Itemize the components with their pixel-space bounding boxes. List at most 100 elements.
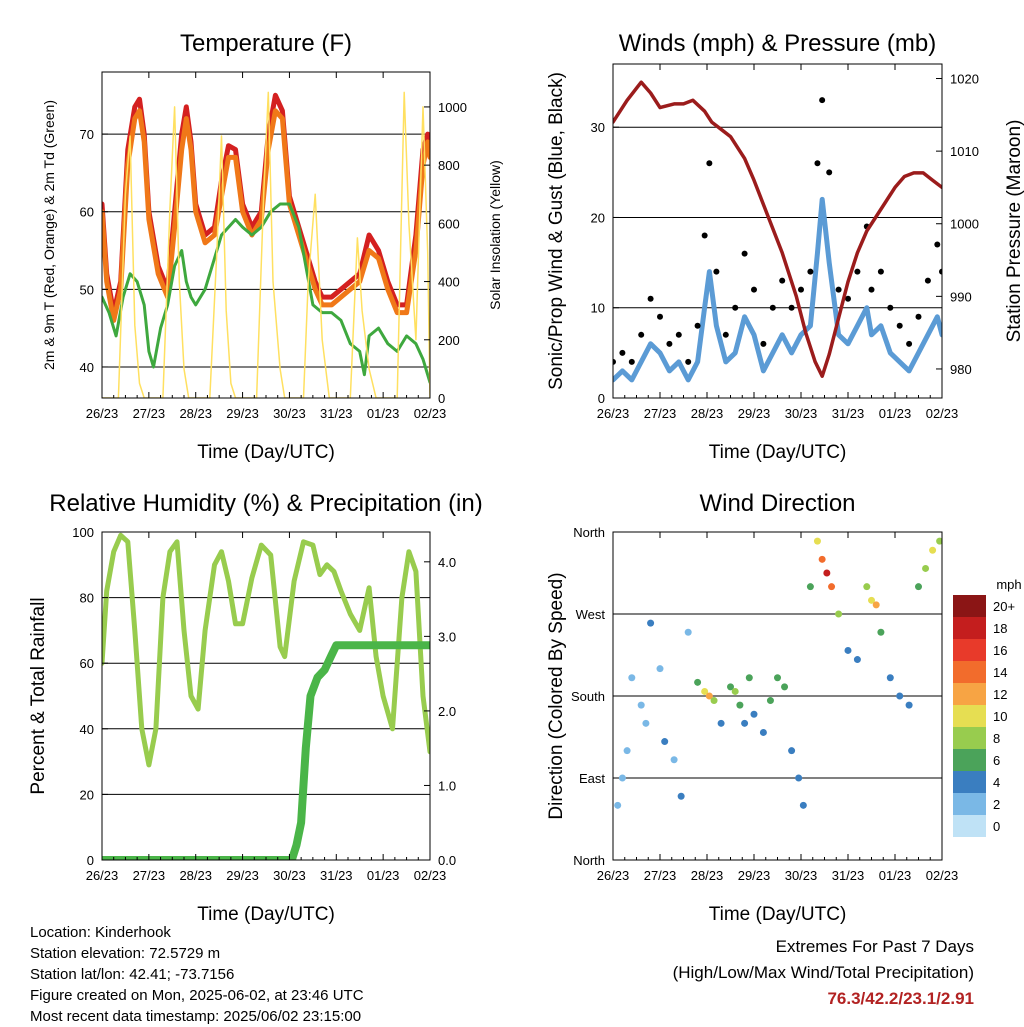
x-tick-label: 29/23 — [738, 406, 771, 421]
y-tick-label: 100 — [72, 525, 94, 540]
data-point — [751, 286, 757, 293]
data-point — [713, 268, 720, 275]
y-right-tick-label: 2.0 — [438, 704, 456, 719]
x-tick-label: 28/23 — [179, 868, 212, 883]
y-right-tick-label: 990 — [950, 289, 972, 304]
direction-point — [766, 697, 774, 705]
data-point — [685, 358, 692, 365]
direction-point — [677, 792, 685, 800]
series-group — [613, 80, 942, 383]
data-point — [896, 322, 903, 329]
legend-swatch — [953, 749, 986, 771]
x-axis-label: Time (Day/UTC) — [197, 442, 335, 463]
x-tick-label: 29/23 — [226, 406, 259, 421]
legend-label: 18 — [993, 621, 1007, 636]
direction-point — [750, 710, 758, 718]
y-tick-label: North — [573, 853, 605, 868]
x-tick-label: 01/23 — [367, 868, 400, 883]
data-point — [675, 331, 682, 338]
direction-point — [642, 719, 650, 727]
data-point — [814, 160, 821, 167]
x-tick-label: 27/23 — [133, 868, 166, 883]
speed-legend: mph 20+ 18 16 14 12 10 8 6 4 2 0 — [953, 577, 1022, 837]
data-point — [741, 250, 748, 257]
y-right-axis-label: Station Pressure (Maroon) — [1004, 120, 1024, 343]
y-tick-label: East — [579, 771, 605, 786]
data-point — [619, 349, 626, 356]
data-point — [845, 295, 851, 302]
direction-point — [863, 583, 871, 591]
direction-point — [705, 692, 713, 700]
x-tick-label: 30/23 — [273, 868, 306, 883]
legend-swatch — [953, 661, 986, 683]
legend-label: 4 — [993, 775, 1000, 790]
legend-swatch — [953, 617, 986, 639]
y-tick-label: 20 — [591, 210, 605, 225]
legend-label: 6 — [993, 753, 1000, 768]
data-point — [722, 331, 729, 338]
y-right-tick-label: 200 — [438, 333, 460, 348]
data-point — [613, 358, 616, 365]
x-tick-label: 02/23 — [414, 406, 447, 421]
x-tick-label: 28/23 — [179, 406, 212, 421]
data-point — [854, 268, 861, 275]
data-point — [647, 295, 654, 302]
y-tick-label: 10 — [591, 301, 605, 316]
data-point — [657, 313, 663, 320]
x-tick-label: 27/23 — [644, 868, 677, 883]
x-tick-label: 30/23 — [785, 406, 818, 421]
data-point — [924, 277, 931, 284]
latlon-text: Station lat/lon: 42.41; -73.7156 — [30, 966, 235, 983]
y-tick-label: 0 — [87, 853, 94, 868]
extremes-panel: Extremes For Past 7 Days (High/Low/Max W… — [673, 934, 974, 1012]
location-text: Location: Kinderhook — [30, 924, 171, 941]
y-right-tick-label: 0.0 — [438, 853, 456, 868]
data-point — [798, 286, 804, 293]
y-tick-label: West — [576, 607, 606, 622]
series-group — [102, 91, 430, 398]
data-point — [788, 304, 795, 311]
direction-point — [774, 674, 781, 682]
series-line — [102, 532, 430, 768]
direction-point — [717, 719, 725, 727]
direction-point — [823, 569, 831, 577]
series-line — [613, 196, 942, 383]
data-point — [666, 340, 673, 347]
data-point — [826, 169, 833, 176]
x-tick-label: 29/23 — [226, 868, 259, 883]
y-tick-label: 50 — [80, 282, 94, 297]
y-tick-label: South — [571, 689, 605, 704]
series-line — [102, 91, 430, 398]
data-point — [939, 268, 942, 275]
legend-swatch — [953, 639, 986, 661]
chart-panel-2: 26/23 27/23 28/23 29/23 30/23 31/23 01/23 02/23… — [28, 490, 483, 925]
direction-point — [896, 692, 904, 700]
series-line — [102, 641, 430, 860]
y-right-tick-label: 0 — [438, 391, 445, 406]
legend-swatch — [953, 815, 986, 837]
direction-point — [905, 701, 913, 709]
direction-point — [872, 601, 880, 609]
x-tick-label: 31/23 — [320, 868, 353, 883]
x-tick-label: 26/23 — [86, 406, 119, 421]
y-tick-label: 30 — [591, 120, 605, 135]
x-tick-label: 31/23 — [832, 406, 865, 421]
legend-title: mph — [996, 577, 1021, 592]
direction-point — [877, 628, 885, 636]
data-point — [769, 304, 776, 311]
legend-swatch — [953, 705, 986, 727]
direction-point — [759, 728, 767, 736]
direction-point — [813, 537, 821, 545]
series-line — [613, 80, 942, 378]
y-axis-label: Sonic/Prop Wind & Gust (Blue, Black) — [546, 72, 567, 390]
chart-panel-0: 26/23 27/23 28/23 29/23 30/23 31/23 01/23 02/23… — [41, 30, 503, 463]
data-point — [819, 97, 826, 104]
direction-point — [818, 555, 826, 563]
data-point — [638, 331, 645, 338]
y-right-tick-label: 1000 — [950, 217, 979, 232]
legend-swatch — [953, 595, 986, 617]
y-axis-label: Percent & Total Rainfall — [28, 597, 49, 794]
chart-title: Temperature (F) — [180, 30, 352, 57]
direction-point — [868, 596, 875, 604]
direction-point — [701, 687, 709, 695]
